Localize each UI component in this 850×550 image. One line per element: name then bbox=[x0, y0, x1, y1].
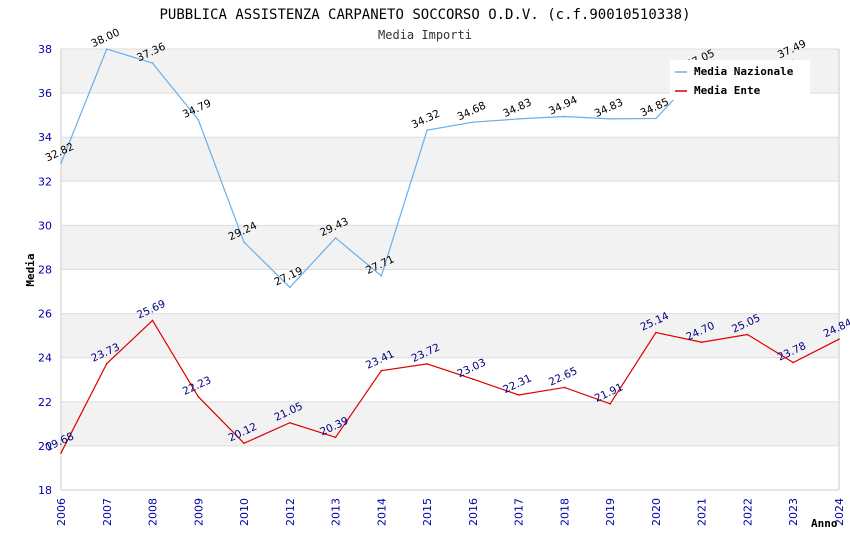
series-line-ente bbox=[60, 319, 840, 454]
data-point bbox=[426, 129, 428, 131]
y-tick-label: 34 bbox=[38, 131, 52, 144]
x-tick-label: 2022 bbox=[741, 498, 754, 526]
data-label: 23.03 bbox=[455, 357, 487, 381]
data-point bbox=[105, 362, 108, 365]
x-tick-label: 2023 bbox=[787, 498, 800, 526]
x-tick-label: 2018 bbox=[558, 498, 571, 526]
x-tick-labels: 2006 2007 2008 2009 2010 2012 2013 2014 2015 2016… bbox=[55, 498, 846, 526]
y-tick-label: 18 bbox=[38, 484, 52, 497]
y-tick-label: 24 bbox=[38, 352, 52, 365]
data-point bbox=[151, 319, 154, 322]
data-point bbox=[151, 62, 154, 64]
data-point bbox=[289, 286, 291, 289]
legend-box bbox=[670, 60, 810, 100]
data-label: 19.68 bbox=[44, 430, 76, 454]
band bbox=[61, 313, 839, 358]
data-label: 38.00 bbox=[89, 26, 121, 50]
y-tick-label: 20 bbox=[38, 440, 52, 453]
data-point bbox=[243, 241, 245, 243]
x-tick-label: 2021 bbox=[696, 498, 709, 526]
x-tick-label: 2012 bbox=[284, 498, 297, 526]
data-point bbox=[472, 121, 474, 124]
data-label: 34.83 bbox=[501, 96, 533, 120]
legend-label-nazionale: Media Nazionale bbox=[694, 65, 794, 78]
x-axis-label: Anno bbox=[811, 517, 838, 530]
data-label: 34.32 bbox=[410, 108, 442, 132]
background-bands bbox=[61, 49, 839, 446]
data-label: 34.85 bbox=[639, 96, 671, 120]
data-point bbox=[426, 363, 428, 365]
data-label: 34.94 bbox=[547, 94, 580, 118]
data-point bbox=[243, 442, 245, 445]
series-lines bbox=[60, 48, 840, 454]
y-tick-labels: 18 20 22 24 26 28 30 32 34 36 38 bbox=[38, 43, 52, 497]
x-tick-label: 2015 bbox=[421, 498, 434, 526]
x-tick-label: 2020 bbox=[650, 498, 663, 526]
x-tick-label: 2013 bbox=[330, 498, 343, 526]
data-point bbox=[197, 118, 200, 121]
data-point bbox=[563, 115, 566, 118]
band bbox=[61, 225, 839, 270]
band bbox=[61, 137, 839, 182]
data-point bbox=[289, 421, 291, 424]
x-tick-label: 2016 bbox=[467, 498, 480, 526]
legend-label-ente: Media Ente bbox=[694, 84, 761, 97]
x-tick-label: 2007 bbox=[101, 498, 114, 526]
x-tick-label: 2006 bbox=[55, 498, 68, 526]
y-tick-label: 22 bbox=[38, 396, 52, 409]
x-tick-label: 2010 bbox=[238, 498, 251, 526]
data-label: 34.68 bbox=[455, 100, 487, 124]
data-point bbox=[105, 48, 108, 50]
y-tick-label: 38 bbox=[38, 43, 52, 56]
data-point bbox=[655, 331, 657, 334]
data-point bbox=[792, 361, 795, 364]
data-point bbox=[380, 369, 383, 372]
y-tick-label: 28 bbox=[38, 264, 52, 277]
data-point bbox=[472, 378, 474, 380]
x-tick-label: 2024 bbox=[833, 498, 846, 526]
data-label: 34.83 bbox=[593, 96, 625, 120]
data-label: 22.65 bbox=[547, 365, 579, 389]
data-point bbox=[517, 118, 520, 120]
data-point bbox=[655, 117, 657, 120]
chart-subtitle: Media Importi bbox=[378, 28, 472, 42]
data-point bbox=[563, 386, 566, 389]
y-tick-label: 26 bbox=[38, 308, 52, 321]
y-axis-label: Media bbox=[24, 253, 37, 286]
data-point bbox=[334, 237, 337, 239]
data-point bbox=[609, 118, 611, 120]
data-point bbox=[700, 341, 703, 344]
y-tick-label: 30 bbox=[38, 219, 52, 232]
legend: Media Nazionale Media Ente bbox=[670, 60, 810, 100]
data-point bbox=[334, 436, 337, 439]
x-tick-label: 2019 bbox=[604, 498, 617, 526]
data-label: 22.31 bbox=[501, 372, 533, 396]
data-point bbox=[197, 395, 200, 398]
data-point bbox=[838, 338, 840, 340]
data-point bbox=[517, 394, 520, 396]
y-tick-label: 32 bbox=[38, 175, 52, 188]
data-point bbox=[60, 162, 62, 165]
data-point bbox=[380, 275, 383, 277]
x-tick-label: 2017 bbox=[513, 498, 526, 526]
x-tick-label: 2009 bbox=[192, 498, 205, 526]
data-point bbox=[746, 333, 749, 336]
data-point bbox=[609, 402, 611, 405]
y-tick-label: 36 bbox=[38, 87, 52, 100]
x-tick-label: 2008 bbox=[147, 498, 160, 526]
band bbox=[61, 401, 839, 446]
x-tick-label: 2014 bbox=[375, 498, 388, 526]
chart-title: PUBBLICA ASSISTENZA CARPANETO SOCCORSO O… bbox=[159, 7, 690, 23]
data-point bbox=[60, 452, 62, 454]
